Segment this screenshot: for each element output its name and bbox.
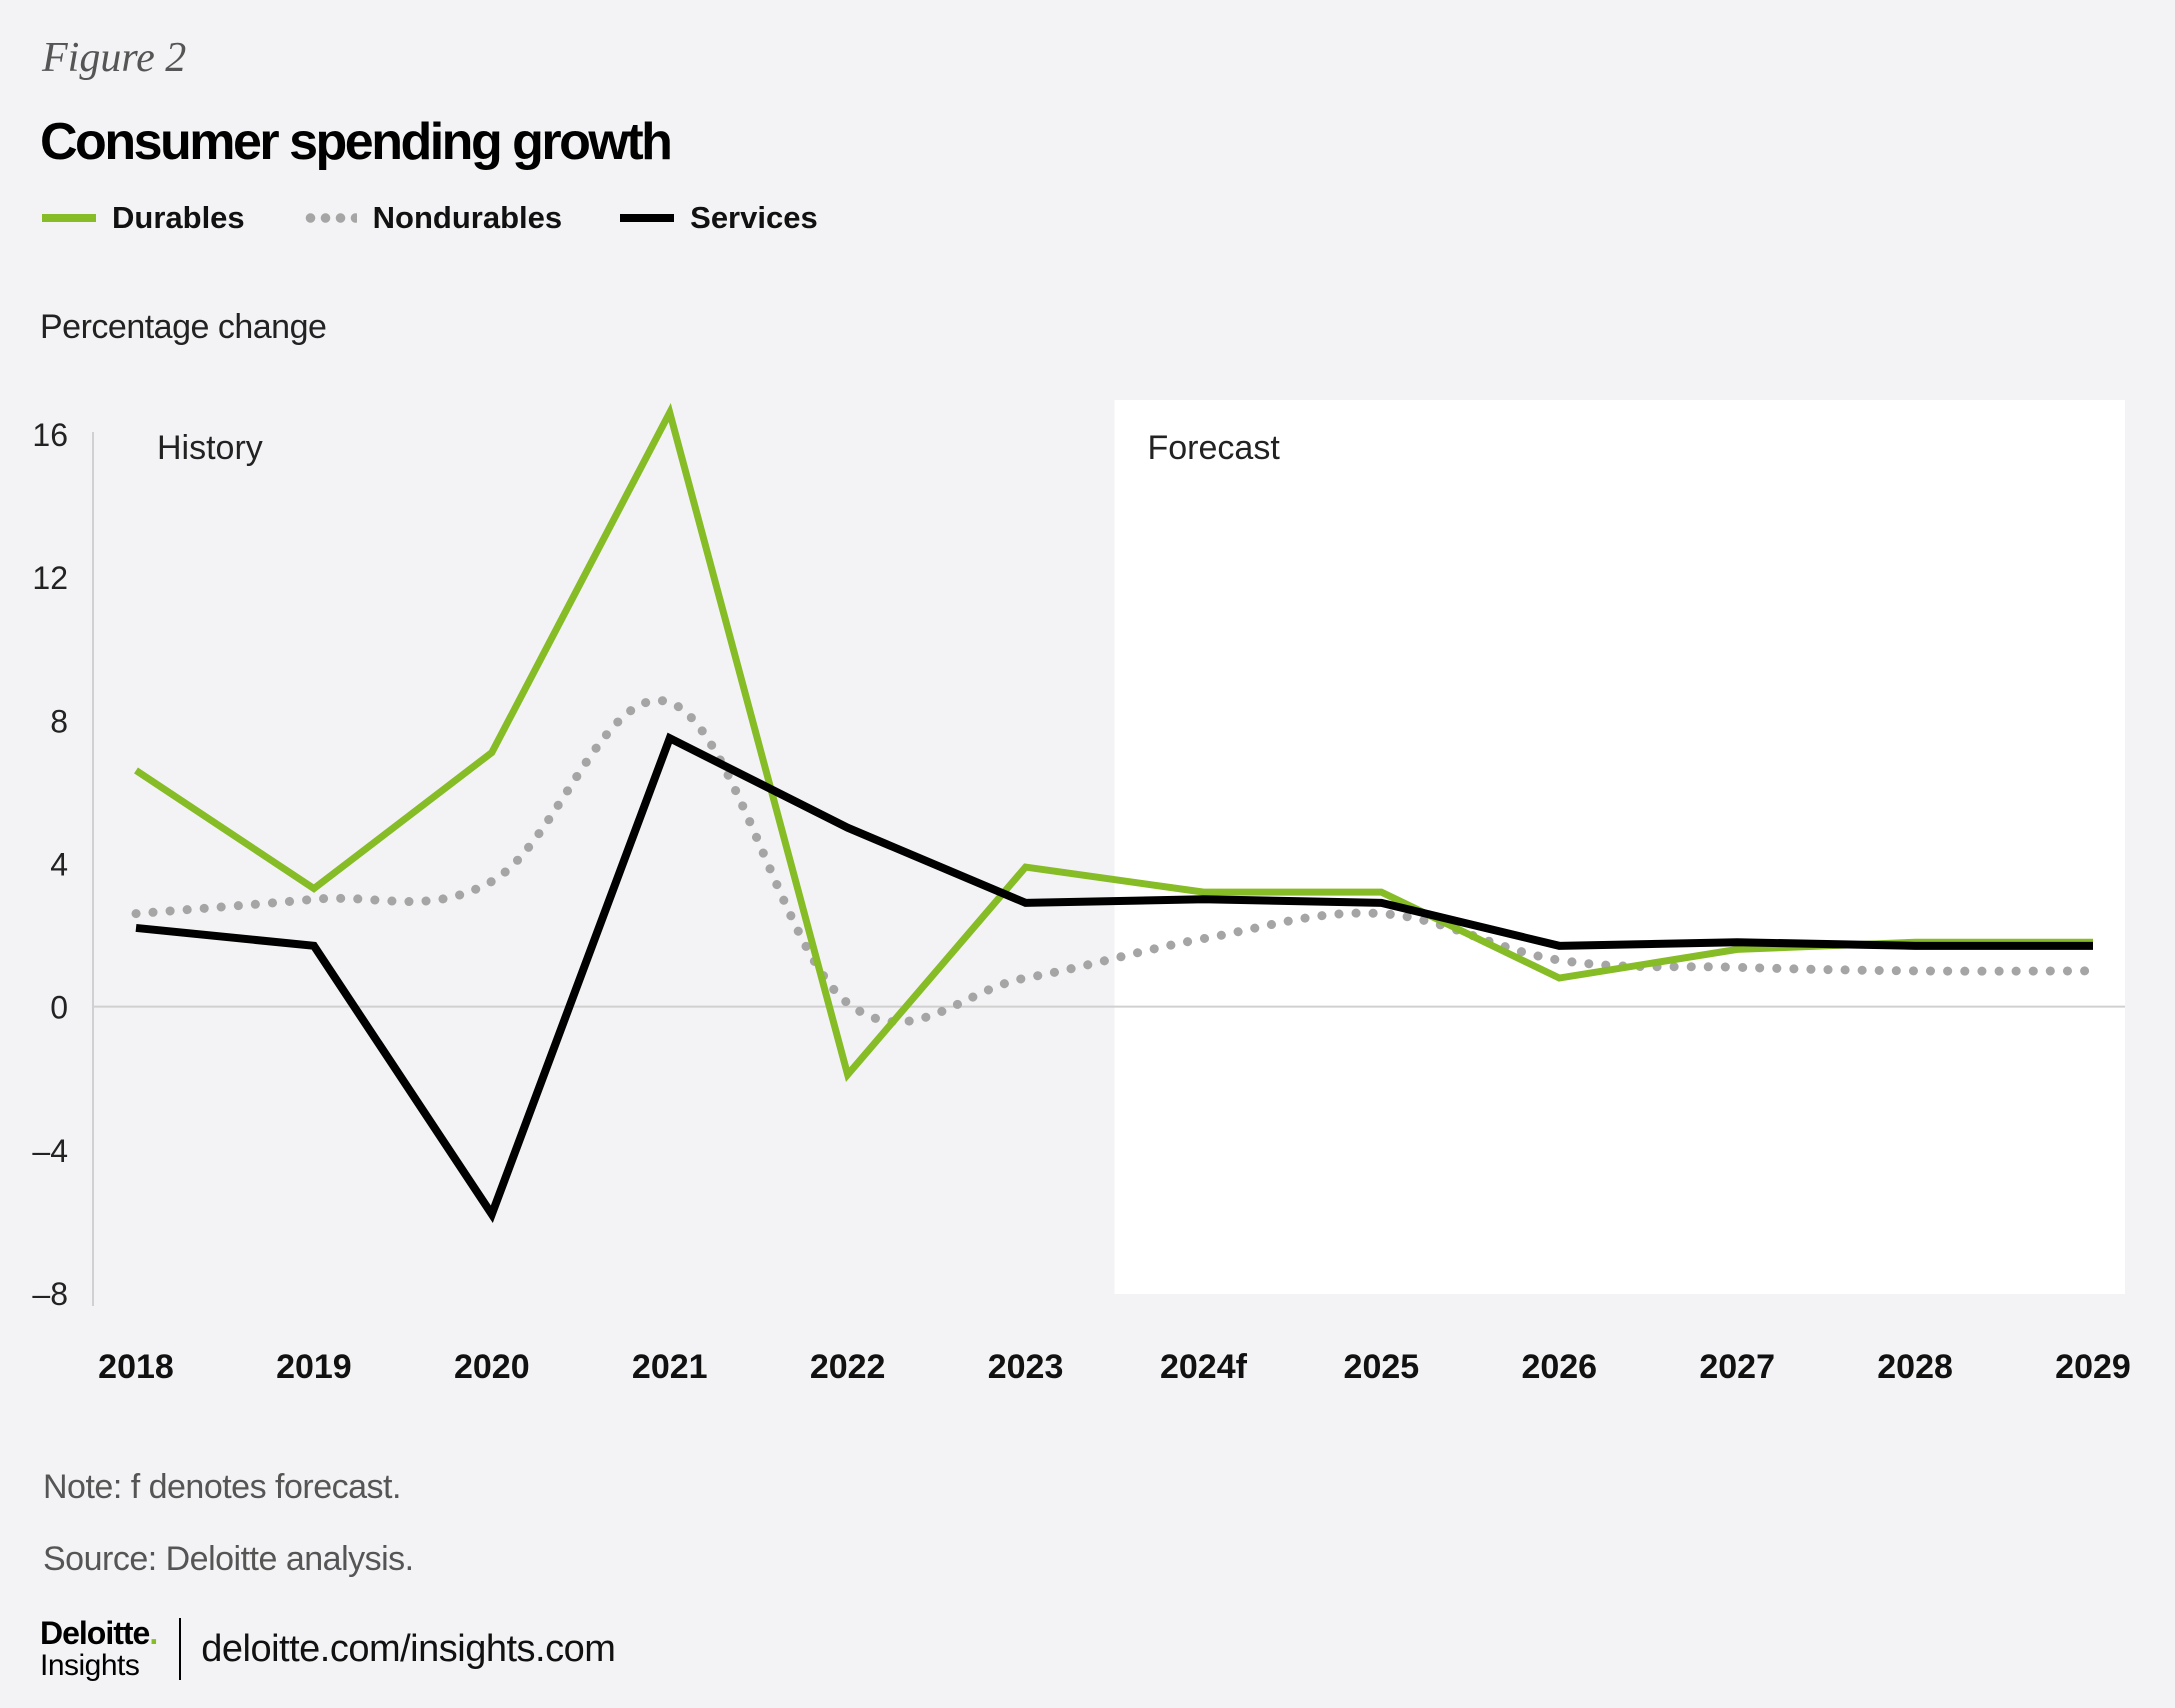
y-tick-label: 8 — [50, 703, 68, 739]
y-tick-label: 12 — [32, 560, 68, 596]
source-text: Source: Deloitte analysis. — [43, 1540, 414, 1578]
brand-name-text: Deloitte — [40, 1615, 150, 1651]
legend-swatch-durables — [42, 214, 96, 222]
x-tick-label: 2027 — [1699, 1348, 1775, 1386]
series-group — [131, 402, 2098, 1224]
brand-sub: Insights — [40, 1649, 140, 1682]
series-line-nondurables — [131, 695, 2098, 1027]
x-tick-label: 2023 — [988, 1348, 1064, 1386]
brand-dot: . — [149, 1615, 158, 1651]
footer-divider — [179, 1618, 182, 1680]
region-label-forecast: Forecast — [1148, 429, 1281, 467]
legend-swatch-nondurables — [302, 213, 357, 223]
legend: Durables Nondurables Services — [42, 200, 876, 236]
footer: Deloitte. Insights deloitte.com/insights… — [40, 1615, 616, 1682]
y-tick-label: –8 — [32, 1276, 68, 1312]
brand-name: Deloitte. — [40, 1615, 158, 1651]
y-axis-title: Percentage change — [40, 308, 327, 346]
x-tick-label: 2019 — [276, 1348, 352, 1386]
deloitte-insights-logo: Deloitte. Insights — [40, 1615, 158, 1682]
forecast-panel — [1114, 400, 2125, 1294]
series-line-services — [135, 732, 2093, 1224]
chart-title: Consumer spending growth — [40, 113, 673, 171]
note-text: Note: f denotes forecast. — [43, 1468, 401, 1506]
y-tick-label: 0 — [50, 990, 68, 1026]
x-tick-label: 2025 — [1344, 1348, 1420, 1386]
figure-label: Figure 2 — [42, 35, 187, 81]
y-axis-ticks: 16 12 8 4 0 –4 –8 — [32, 417, 68, 1312]
region-labels: History Forecast — [157, 429, 1280, 467]
legend-label-nondurables: Nondurables — [372, 200, 563, 235]
x-tick-label: 2024f — [1160, 1348, 1248, 1386]
series-line-durables — [134, 402, 2093, 1082]
legend-item-durables: Durables — [42, 200, 245, 236]
y-tick-label: 4 — [50, 847, 68, 883]
legend-swatch-services — [620, 214, 675, 222]
x-tick-label: 2020 — [454, 1348, 530, 1386]
legend-label-services: Services — [690, 200, 818, 235]
legend-label-durables: Durables — [112, 200, 245, 235]
x-tick-label: 2021 — [632, 1348, 708, 1386]
x-tick-label: 2022 — [810, 1348, 886, 1386]
footer-url-link[interactable]: deloitte.com/insights.com — [201, 1627, 616, 1670]
x-axis-ticks: 2018 2019 2020 2021 2022 2023 2024f 2025 2026 202… — [98, 1348, 2131, 1386]
x-tick-label: 2029 — [2055, 1348, 2131, 1386]
x-tick-label: 2026 — [1521, 1348, 1597, 1386]
legend-item-services: Services — [620, 200, 818, 236]
x-tick-label: 2018 — [98, 1348, 174, 1386]
legend-item-nondurables: Nondurables — [302, 200, 563, 236]
y-tick-label: –4 — [32, 1133, 68, 1169]
region-label-history: History — [157, 429, 263, 467]
y-tick-label: 16 — [32, 417, 68, 453]
x-tick-label: 2028 — [1877, 1348, 1953, 1386]
